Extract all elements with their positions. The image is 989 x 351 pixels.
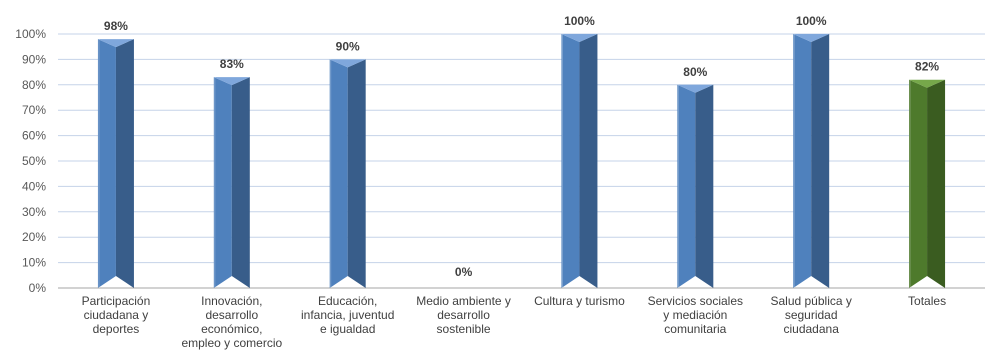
x-category-label: Salud pública y seguridad ciudadana: [770, 294, 851, 336]
bars: [97, 34, 946, 289]
x-axis-categories: Participación ciudadana y deportes Innovaci…: [82, 294, 946, 350]
bar-top-face: [329, 59, 366, 68]
bar-front-face: [793, 34, 812, 288]
x-category-line: y mediación: [663, 308, 727, 322]
bar-front-face: [561, 34, 580, 288]
y-tick-label: 100%: [15, 27, 46, 41]
gridlines: [58, 33, 985, 289]
data-label: 90%: [336, 39, 360, 53]
data-label: 98%: [104, 19, 128, 33]
bar-top-face: [561, 34, 598, 42]
bar-front-face: [97, 39, 116, 288]
bar: [329, 59, 366, 289]
x-category-label: Cultura y turismo: [534, 294, 625, 308]
x-category-line: e igualdad: [320, 322, 375, 336]
bar-side-face: [231, 77, 250, 289]
bar: [677, 84, 714, 288]
y-tick-label: 40%: [22, 179, 46, 193]
bar-side-face: [695, 84, 714, 288]
bar-side-face: [347, 59, 366, 289]
x-category-label: Innovación, desarrollo económico, empleo y …: [181, 294, 282, 350]
x-category-line: económico,: [201, 322, 262, 336]
bar-top-face: [793, 34, 830, 42]
x-category-label: Totales: [908, 294, 946, 308]
x-category-line: deportes: [93, 322, 140, 336]
bar: [793, 34, 830, 288]
y-axis-ticks: 0% 10% 20% 30% 40% 50% 60% 70% 80% 90% 100%: [15, 27, 46, 295]
x-category-label: Servicios sociales y mediación comunitaria: [648, 294, 743, 336]
y-tick-label: 0%: [29, 281, 47, 295]
bar-top-face: [677, 84, 714, 93]
bar-side-face: [811, 34, 830, 288]
data-label: 82%: [915, 60, 939, 74]
bar-front-face: [909, 79, 928, 288]
x-category-line: Educación,: [318, 294, 377, 308]
x-category-line: Cultura y turismo: [534, 294, 625, 308]
bar-side-face: [115, 39, 134, 288]
x-category-line: seguridad: [785, 308, 838, 322]
data-label: 80%: [683, 65, 707, 79]
x-category-line: Medio ambiente y: [416, 294, 511, 308]
x-category-line: ciudadana y: [84, 308, 149, 322]
bar-side-face: [927, 79, 946, 288]
y-tick-label: 20%: [22, 230, 46, 244]
y-tick-label: 70%: [22, 103, 46, 117]
x-category-line: Salud pública y: [770, 294, 851, 308]
x-category-line: ciudadana: [783, 322, 839, 336]
bar-front-face: [329, 59, 348, 289]
x-category-line: desarrollo: [437, 308, 490, 322]
bar: [561, 34, 598, 288]
y-tick-label: 80%: [22, 78, 46, 92]
data-label: 100%: [796, 14, 827, 28]
x-category-label: Educación, infancia, juventud e igualdad: [301, 294, 394, 336]
data-label: 0%: [455, 265, 473, 279]
bar: [97, 39, 134, 288]
bar-side-face: [579, 34, 598, 288]
x-category-line: sostenible: [437, 322, 491, 336]
y-tick-label: 50%: [22, 154, 46, 168]
y-tick-label: 60%: [22, 129, 46, 143]
x-category-line: Servicios sociales: [648, 294, 743, 308]
x-category-line: comunitaria: [664, 322, 726, 336]
x-category-line: desarrollo: [205, 308, 258, 322]
bar-top-face: [97, 39, 134, 48]
y-tick-label: 30%: [22, 205, 46, 219]
x-category-line: Totales: [908, 294, 946, 308]
x-category-line: empleo y comercio: [181, 336, 282, 350]
data-label: 83%: [220, 57, 244, 71]
y-tick-label: 10%: [22, 256, 46, 270]
bar-top-face: [213, 77, 250, 86]
x-category-line: Innovación,: [201, 294, 262, 308]
x-category-label: Participación ciudadana y deportes: [82, 294, 151, 336]
data-label: 100%: [564, 14, 595, 28]
bar: [213, 77, 250, 289]
y-tick-label: 90%: [22, 52, 46, 66]
x-category-label: Medio ambiente y desarrollo sostenible: [416, 294, 511, 336]
bar-front-face: [677, 84, 696, 288]
data-labels: 98% 83% 90% 0% 100% 80% 100% 82%: [104, 14, 939, 279]
x-category-line: Participación: [82, 294, 151, 308]
bar-top-face: [909, 79, 946, 88]
bar-front-face: [213, 77, 232, 289]
bar: [909, 79, 946, 288]
x-category-line: infancia, juventud: [301, 308, 394, 322]
